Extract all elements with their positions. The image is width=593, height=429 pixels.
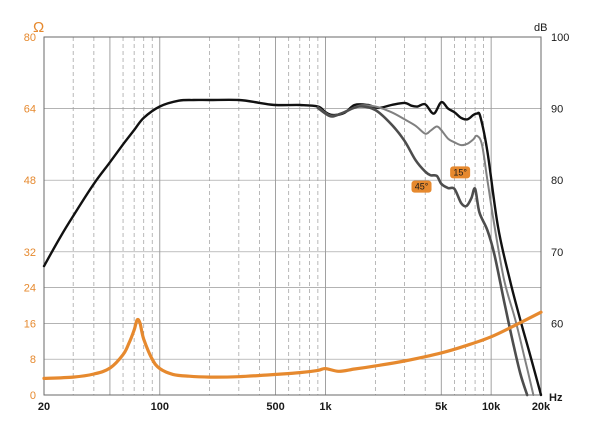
left-tick-label: 32 xyxy=(24,247,36,259)
left-tick-label: 80 xyxy=(24,32,36,44)
left-tick-label: 16 xyxy=(24,318,36,330)
x-tick-label: 500 xyxy=(266,401,284,413)
right-tick-label: 80 xyxy=(551,175,563,187)
series-badge-label: 45° xyxy=(415,182,429,192)
left-axis-unit: Ω xyxy=(33,19,44,36)
series-badge-label: 15° xyxy=(453,167,467,177)
x-tick-label: 5k xyxy=(435,401,448,413)
right-tick-label: 100 xyxy=(551,32,569,44)
right-tick-label: 60 xyxy=(551,318,563,330)
response-curve-45deg xyxy=(316,105,529,397)
tick-labels: 0 8 16 24 32 48 64 80 60 70 80 90 100 20 100 500 1k 5k 10k… xyxy=(24,32,570,413)
impedance-curve xyxy=(42,310,543,380)
left-tick-label: 48 xyxy=(24,175,36,187)
series-badge: 15° xyxy=(450,166,471,179)
series-badge-bg xyxy=(411,180,432,193)
x-tick-label: 100 xyxy=(151,401,169,413)
x-tick-label: 10k xyxy=(482,401,501,413)
x-tick-label: 1k xyxy=(319,401,332,413)
left-tick-label: 0 xyxy=(30,390,36,402)
right-axis-unit: dB xyxy=(534,22,547,34)
grid xyxy=(44,37,541,395)
x-tick-label: 20 xyxy=(38,401,50,413)
left-tick-label: 8 xyxy=(30,354,36,366)
response-curve-15deg xyxy=(316,104,535,396)
series-badge: 45° xyxy=(411,180,432,193)
curves xyxy=(42,98,543,397)
right-tick-label: 90 xyxy=(551,104,563,116)
plot-frame xyxy=(43,36,542,396)
x-axis-unit: Hz xyxy=(549,392,563,404)
left-tick-label: 24 xyxy=(24,283,36,295)
series-labels: 15° 45° xyxy=(411,166,471,193)
axis-units: Ω dB Hz xyxy=(33,19,563,404)
series-badge-bg xyxy=(450,166,471,179)
right-tick-label: 70 xyxy=(551,247,563,259)
x-tick-label: 20k xyxy=(532,401,551,413)
left-tick-label: 64 xyxy=(24,104,36,116)
